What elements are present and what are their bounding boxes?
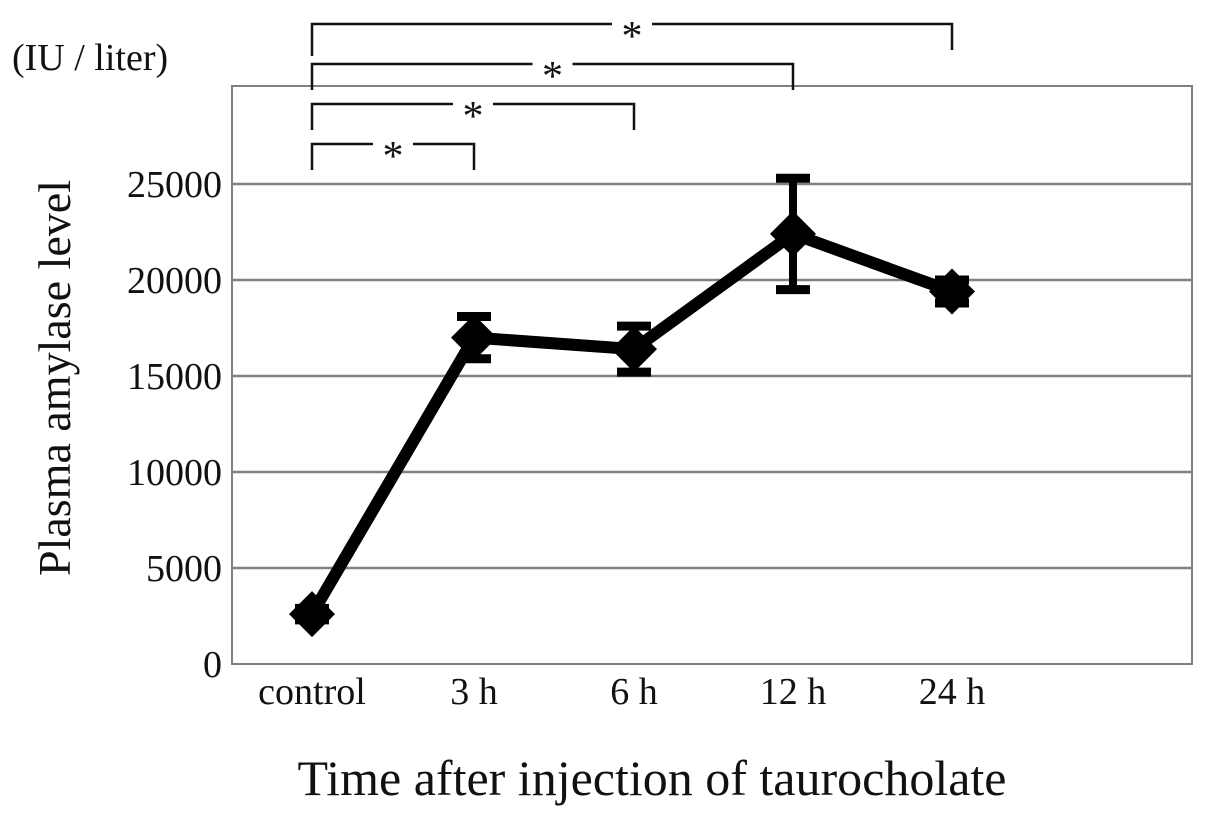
data-point — [929, 268, 975, 315]
y-tick-label: 5000 — [146, 548, 222, 590]
significance-bracket — [310, 142, 373, 170]
significance-bracket — [493, 102, 636, 130]
data-point — [289, 591, 335, 638]
significance-bracket — [413, 142, 476, 170]
y-tick-label: 20000 — [127, 260, 222, 302]
x-tick-labels: control 3 h 6 h 12 h 24 h — [258, 671, 985, 713]
data-point — [451, 314, 497, 361]
y-tick-labels: 0 5000 10000 15000 20000 25000 — [127, 164, 222, 686]
x-tick-label: 12 h — [760, 671, 827, 713]
y-tick-label: 0 — [203, 644, 222, 686]
significance-bracket — [572, 62, 795, 90]
significance-bracket — [652, 22, 954, 50]
data-point — [611, 326, 657, 373]
series-line — [306, 227, 955, 618]
significance-star: * — [622, 14, 643, 60]
y-tick-label: 15000 — [127, 356, 222, 398]
x-tick-label: control — [258, 671, 366, 713]
unit-label: (IU / liter) — [12, 37, 168, 79]
x-tick-label: 24 h — [919, 671, 986, 713]
plot-frame — [231, 85, 1193, 665]
data-point — [770, 210, 816, 257]
series-layer — [289, 173, 975, 638]
y-tick-label: 10000 — [127, 452, 222, 494]
y-tick-label: 25000 — [127, 164, 222, 206]
x-axis-title: Time after injection of taurocholate — [297, 750, 1006, 806]
significance-star: * — [383, 134, 404, 180]
x-tick-label: 6 h — [610, 671, 658, 713]
significance-bracket — [310, 102, 453, 130]
significance-star: * — [542, 54, 563, 100]
significance-bracket — [310, 62, 533, 90]
x-tick-label: 3 h — [450, 671, 498, 713]
significance-star: * — [463, 94, 484, 140]
y-axis-title: Plasma amylase level — [29, 180, 80, 576]
significance-bracket — [310, 22, 612, 56]
significance-brackets: * * * * — [310, 14, 954, 180]
